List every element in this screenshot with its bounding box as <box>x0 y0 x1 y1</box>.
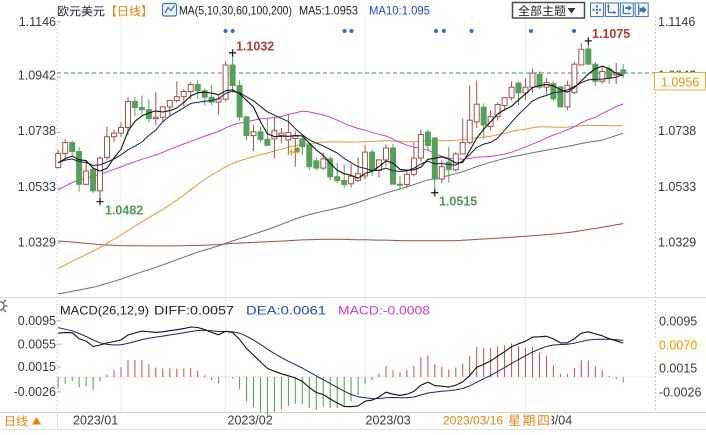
svg-text:0.0070: 0.0070 <box>659 339 697 353</box>
svg-text:MACD(26,12,9): MACD(26,12,9) <box>60 304 149 318</box>
svg-text:1.0533: 1.0533 <box>18 180 56 194</box>
svg-text:1.0738: 1.0738 <box>658 124 696 138</box>
svg-text:MACD:-0.0008: MACD:-0.0008 <box>338 304 430 318</box>
svg-text:-0.0026: -0.0026 <box>659 385 701 399</box>
svg-text:1.0515: 1.0515 <box>439 195 477 209</box>
svg-text:MA10:1.095: MA10:1.095 <box>369 4 430 18</box>
svg-text:1.0482: 1.0482 <box>105 204 143 218</box>
svg-text:2023/03: 2023/03 <box>366 414 411 428</box>
svg-text:0.0095: 0.0095 <box>659 314 697 328</box>
svg-text:0.0015: 0.0015 <box>18 360 56 374</box>
svg-text:2023/01: 2023/01 <box>73 414 118 428</box>
svg-text:2023/02: 2023/02 <box>228 414 273 428</box>
svg-text:0.0095: 0.0095 <box>18 314 56 328</box>
svg-text:1.0956: 1.0956 <box>661 76 699 90</box>
svg-text:MA5:1.0953: MA5:1.0953 <box>299 4 358 18</box>
svg-text:-0.0026: -0.0026 <box>14 385 56 399</box>
svg-text:1.0329: 1.0329 <box>18 236 56 250</box>
svg-text:2023/03/16: 2023/03/16 <box>443 414 503 428</box>
svg-text:1.1146: 1.1146 <box>19 15 56 29</box>
svg-text:1.0942: 1.0942 <box>18 69 56 83</box>
svg-text:0.0055: 0.0055 <box>18 338 56 352</box>
svg-text:0.0015: 0.0015 <box>659 361 697 375</box>
svg-text:1.1146: 1.1146 <box>658 15 695 29</box>
svg-text:1.0329: 1.0329 <box>658 236 696 250</box>
svg-text:1.0533: 1.0533 <box>658 180 696 194</box>
svg-text:DEA:0.0061: DEA:0.0061 <box>246 304 326 318</box>
svg-text:1.1032: 1.1032 <box>236 40 274 54</box>
svg-text:1.1075: 1.1075 <box>592 27 630 41</box>
svg-text:DIFF:0.0057: DIFF:0.0057 <box>154 304 234 318</box>
svg-text:1.0738: 1.0738 <box>18 124 56 138</box>
svg-text:MA(5,10,30,60,100,200): MA(5,10,30,60,100,200) <box>179 4 292 18</box>
